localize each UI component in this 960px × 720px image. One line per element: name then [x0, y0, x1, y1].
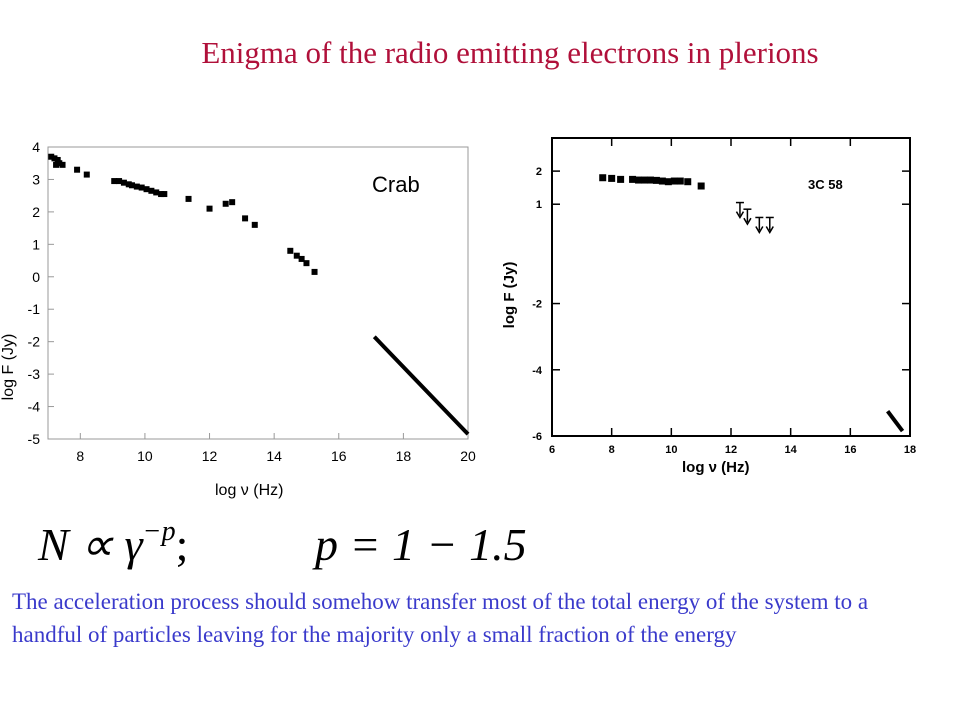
3c58-data-point — [617, 175, 625, 183]
crab-data-point — [125, 181, 132, 188]
3c58-chart-label: 3C 58 — [808, 177, 843, 192]
3c58-plot-frame — [551, 137, 911, 437]
crab-data-point — [120, 179, 127, 186]
body-text: The acceleration process should somehow … — [12, 589, 869, 647]
3c58-x-tick-label: 14 — [785, 444, 798, 456]
3c58-data-point — [629, 175, 637, 183]
3c58-upper-limit-arrow — [755, 216, 764, 234]
crab-data-point — [143, 186, 150, 193]
crab-y-tick-label: -1 — [28, 301, 41, 317]
crab-y-tick-label: 2 — [32, 204, 40, 220]
crab-x-tick-label: 8 — [76, 448, 84, 464]
3c58-x-tick-label: 6 — [549, 444, 555, 456]
crab-data-point — [59, 161, 66, 168]
crab-data-point — [298, 255, 305, 262]
svg-text:N ∝ γ−p;: N ∝ γ−p; — [37, 516, 188, 570]
3c58-data-point — [664, 178, 672, 186]
crab-power-law-line — [372, 335, 470, 436]
crab-y-axis-label: log F (Jy) — [0, 334, 17, 401]
crab-x-tick-label: 14 — [266, 448, 282, 464]
crab-data-point — [158, 191, 165, 198]
3c58-y-tick-label: -6 — [532, 431, 542, 443]
crab-data-point — [206, 205, 213, 212]
crab-data-point — [185, 195, 192, 202]
crab-y-tick-label: 1 — [32, 236, 40, 252]
crab-data-point — [138, 184, 145, 191]
crab-data-point — [161, 191, 168, 198]
crab-x-tick-label: 12 — [202, 448, 218, 464]
3c58-data-point — [697, 182, 705, 190]
3c58-upper-limit-arrow — [765, 216, 774, 234]
3c58-data-point — [684, 178, 692, 186]
crab-y-tick-label: -5 — [28, 431, 41, 447]
crab-x-axis-label: log ν (Hz) — [215, 482, 283, 499]
3c58-data-point — [646, 176, 654, 184]
crab-data-point — [111, 178, 118, 185]
crab-data-point — [148, 187, 155, 194]
3c58-data-point — [635, 176, 643, 184]
crab-data-point — [129, 182, 135, 189]
crab-y-tick-label: -3 — [28, 366, 41, 382]
3c58-power-law-line — [886, 409, 905, 433]
crab-data-point — [293, 252, 300, 259]
crab-data-point — [54, 156, 61, 163]
3c58-x-tick-label: 10 — [665, 444, 677, 456]
3c58-data-point — [676, 177, 684, 185]
crab-data-point — [48, 153, 55, 160]
crab-y-tick-label: 3 — [32, 171, 40, 187]
3c58-y-tick-label: 2 — [536, 166, 542, 178]
crab-data-point — [133, 183, 140, 190]
3c58-data-point — [670, 177, 678, 185]
crab-data-point — [51, 155, 58, 162]
3c58-y-tick-label: 1 — [536, 199, 542, 211]
crab-x-tick-label: 20 — [460, 448, 476, 464]
3c58-x-axis-label: log ν (Hz) — [682, 459, 750, 476]
3c58-y-tick-label: -4 — [532, 365, 543, 377]
crab-data-point — [311, 268, 318, 275]
crab-data-point — [116, 178, 123, 185]
crab-data-point — [74, 166, 81, 173]
3c58-x-tick-label: 8 — [609, 444, 615, 456]
formula-separator: ; — [176, 519, 189, 570]
crab-data-point — [251, 221, 258, 228]
formula-exponent: −p — [143, 516, 176, 547]
formula-rhs: p = 1 − 1.5 — [312, 519, 527, 570]
crab-chart-label: Crab — [372, 172, 420, 197]
3c58-data-point — [608, 174, 616, 182]
crab-data-point — [229, 199, 236, 206]
crab-data-point — [287, 247, 294, 254]
3c58-data-point — [652, 176, 660, 184]
3c58-upper-limit-arrow — [735, 201, 745, 220]
crab-data-point — [56, 160, 63, 167]
crab-x-tick-label: 16 — [331, 448, 347, 464]
crab-x-tick-label: 10 — [137, 448, 153, 464]
3c58-chart: 6 8 10 12 14 16 18 2 1 -2 -4 -6 3C 58 log ν (Hz) l… — [501, 137, 916, 476]
power-law-formula: N ∝ γ−p; p = 1 − 1.5 — [37, 516, 527, 570]
crab-data-point — [83, 171, 90, 178]
3c58-data-point — [640, 176, 648, 184]
crab-data-point — [222, 200, 229, 207]
3c58-x-tick-label: 16 — [844, 444, 856, 456]
crab-plot-frame — [47, 146, 469, 440]
3c58-data-point — [599, 174, 607, 182]
crab-x-tick-label: 18 — [396, 448, 412, 464]
3c58-y-axis-label: log F (Jy) — [501, 262, 518, 329]
crab-data-point — [303, 260, 310, 267]
crab-data-point — [53, 161, 60, 168]
3c58-x-tick-label: 12 — [725, 444, 737, 456]
3c58-data-point — [658, 177, 666, 185]
formula-lhs: N ∝ γ — [37, 519, 145, 570]
3c58-x-tick-label: 18 — [904, 444, 916, 456]
crab-data-point — [242, 215, 249, 222]
crab-y-tick-label: 0 — [32, 269, 40, 285]
3c58-upper-limit-arrow — [743, 208, 752, 226]
crab-y-tick-label: 4 — [32, 139, 40, 155]
crab-data-point — [153, 189, 160, 196]
slide-title: Enigma of the radio emitting electrons i… — [201, 35, 819, 70]
crab-y-tick-label: -2 — [28, 334, 41, 350]
crab-y-tick-label: -4 — [28, 399, 41, 415]
3c58-y-tick-label: -2 — [532, 299, 542, 311]
